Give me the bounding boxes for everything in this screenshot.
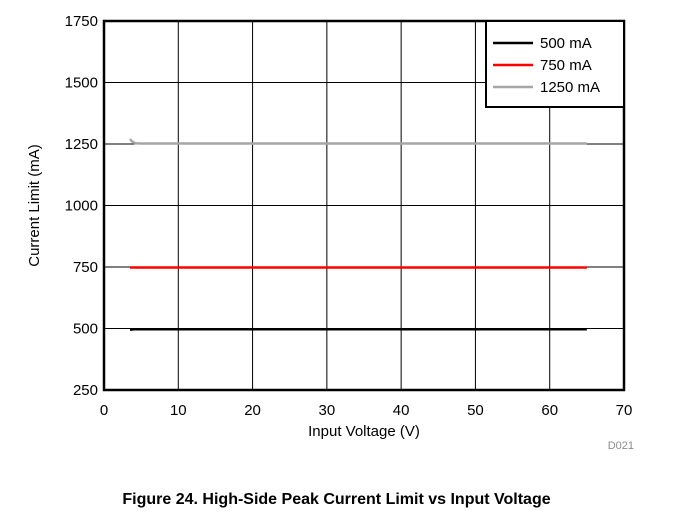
x-tick-label: 0 <box>100 402 108 419</box>
figure-caption: Figure 24. High-Side Peak Current Limit … <box>122 491 551 508</box>
y-tick-label: 1500 <box>65 75 98 92</box>
figure-code: D021 <box>608 440 634 452</box>
x-tick-label: 10 <box>170 402 187 419</box>
y-tick-label: 1000 <box>65 198 98 215</box>
y-tick-label: 500 <box>73 321 98 338</box>
series-line-1250-ma <box>129 138 587 145</box>
legend-label: 1250 mA <box>540 79 600 96</box>
plot-area-border <box>102 19 626 392</box>
y-tick-label: 250 <box>73 382 98 399</box>
x-tick-label: 20 <box>244 402 261 419</box>
x-axis-label: Input Voltage (V) <box>308 423 420 440</box>
y-tick-label: 1750 <box>65 13 98 30</box>
x-tick-label: 70 <box>616 402 633 419</box>
y-tick-label: 750 <box>73 259 98 276</box>
y-axis-label: Current Limit (mA) <box>26 144 43 267</box>
chart: 0 10 20 30 40 50 60 70 250 500 750 1000 1250 1500 1750… <box>26 13 634 452</box>
legend: 500 mA 750 mA 1250 mA <box>485 20 625 108</box>
y-tick-label: 1250 <box>65 136 98 153</box>
x-tick-label: 50 <box>467 402 484 419</box>
legend-label: 500 mA <box>540 35 592 52</box>
legend-label: 750 mA <box>540 57 592 74</box>
x-tick-label: 30 <box>319 402 336 419</box>
x-tick-label: 40 <box>393 402 410 419</box>
x-tick-label: 60 <box>541 402 558 419</box>
